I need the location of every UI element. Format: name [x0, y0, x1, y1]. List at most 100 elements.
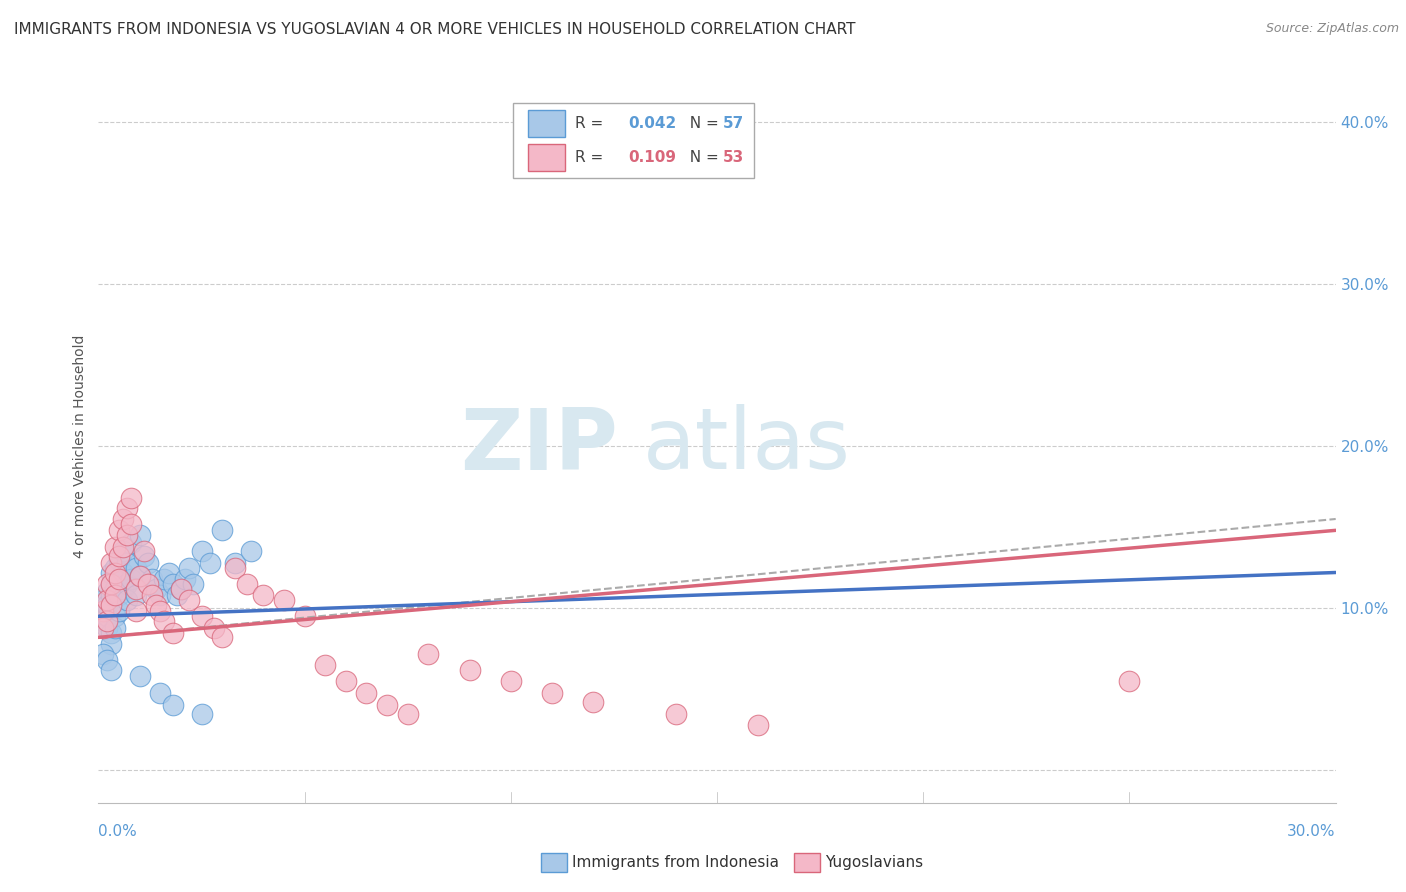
Point: [314, 657, 336, 672]
Text: IMMIGRANTS FROM INDONESIA VS YUGOSLAVIAN 4 OR MORE VEHICLES IN HOUSEHOLD CORRELA: IMMIGRANTS FROM INDONESIA VS YUGOSLAVIAN…: [14, 22, 856, 37]
Point: [157, 566, 180, 580]
Text: N =: N =: [681, 116, 724, 131]
Point: [202, 621, 225, 635]
Text: Immigrants from Indonesia: Immigrants from Indonesia: [572, 855, 779, 870]
Point: [117, 577, 139, 591]
Point: [124, 560, 146, 574]
Point: [190, 544, 212, 558]
Point: [252, 588, 274, 602]
Point: [136, 556, 159, 570]
Point: [117, 500, 139, 515]
Point: [240, 544, 263, 558]
Point: [170, 582, 193, 596]
Point: [100, 588, 122, 602]
Point: [100, 598, 122, 612]
Point: [91, 604, 114, 618]
Point: [104, 609, 127, 624]
Point: [100, 577, 122, 591]
Point: [124, 588, 146, 602]
Point: [100, 637, 122, 651]
Point: [112, 582, 135, 596]
Point: [356, 685, 378, 699]
Point: [128, 568, 150, 582]
Point: [541, 685, 564, 699]
Point: [141, 572, 163, 586]
Point: [96, 593, 118, 607]
Point: [179, 560, 201, 574]
Bar: [527, 145, 565, 171]
Text: Source: ZipAtlas.com: Source: ZipAtlas.com: [1265, 22, 1399, 36]
Bar: [527, 110, 565, 137]
Point: [91, 604, 114, 618]
Y-axis label: 4 or more Vehicles in Household: 4 or more Vehicles in Household: [73, 334, 87, 558]
Point: [136, 577, 159, 591]
Point: [91, 614, 114, 628]
Text: ZIP: ZIP: [460, 404, 619, 488]
Point: [117, 556, 139, 570]
Text: N =: N =: [681, 150, 724, 165]
Text: Yugoslavians: Yugoslavians: [825, 855, 924, 870]
Point: [179, 593, 201, 607]
Point: [145, 598, 167, 612]
Point: [124, 582, 146, 596]
Point: [211, 524, 233, 538]
Point: [149, 685, 172, 699]
Point: [96, 621, 118, 635]
Point: [499, 674, 522, 689]
Point: [747, 718, 769, 732]
Point: [91, 621, 114, 635]
Point: [104, 566, 127, 580]
Point: [96, 598, 118, 612]
Point: [104, 560, 127, 574]
Point: [162, 577, 184, 591]
Point: [375, 698, 398, 713]
Text: 0.109: 0.109: [628, 150, 676, 165]
Text: R =: R =: [575, 150, 607, 165]
Point: [91, 647, 114, 661]
Point: [100, 663, 122, 677]
Text: 30.0%: 30.0%: [1288, 824, 1336, 838]
Point: [294, 609, 316, 624]
Point: [153, 614, 176, 628]
Point: [104, 540, 127, 554]
Point: [96, 577, 118, 591]
Point: [117, 593, 139, 607]
Point: [153, 572, 176, 586]
Point: [190, 609, 212, 624]
Point: [124, 604, 146, 618]
Point: [112, 544, 135, 558]
Point: [418, 647, 440, 661]
Point: [236, 577, 259, 591]
Point: [224, 556, 246, 570]
Point: [96, 653, 118, 667]
Point: [128, 568, 150, 582]
Point: [120, 491, 142, 505]
Point: [141, 588, 163, 602]
Point: [96, 614, 118, 628]
Point: [132, 549, 155, 564]
Point: [91, 593, 114, 607]
Point: [96, 585, 118, 599]
Point: [162, 698, 184, 713]
Text: R =: R =: [575, 116, 607, 131]
Point: [582, 695, 605, 709]
Point: [665, 706, 688, 721]
Point: [162, 625, 184, 640]
Point: [128, 528, 150, 542]
Point: [170, 582, 193, 596]
Point: [335, 674, 357, 689]
Text: 57: 57: [723, 116, 745, 131]
Point: [149, 604, 172, 618]
Point: [112, 540, 135, 554]
FancyBboxPatch shape: [513, 103, 754, 178]
Point: [149, 588, 172, 602]
Point: [120, 536, 142, 550]
Point: [117, 528, 139, 542]
Point: [112, 566, 135, 580]
Point: [273, 593, 295, 607]
Point: [181, 577, 204, 591]
Point: [100, 566, 122, 580]
Text: 0.0%: 0.0%: [98, 824, 138, 838]
Point: [174, 572, 197, 586]
Point: [108, 588, 131, 602]
